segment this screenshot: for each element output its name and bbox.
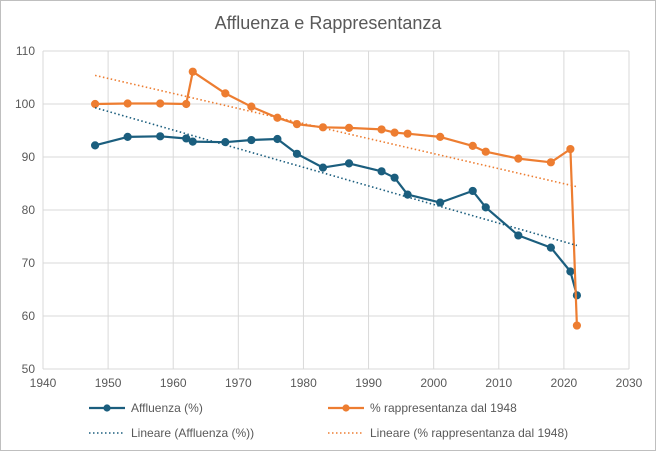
data-point xyxy=(182,99,191,109)
legend-marker xyxy=(342,404,350,412)
data-point xyxy=(481,203,490,212)
legend-marker xyxy=(103,404,111,412)
x-tick-label: 1990 xyxy=(355,376,382,390)
data-point xyxy=(188,137,197,146)
grid xyxy=(42,50,630,370)
axis-labels: 50 60 70 80 90 100 110 1940 1950 1960 1970 1980 1990… xyxy=(15,44,643,390)
data-point xyxy=(344,123,354,132)
legend-label: Lineare (Affluenza (%)) xyxy=(131,426,254,440)
data-point xyxy=(247,135,256,145)
data-point xyxy=(546,243,555,252)
legend-item: % rappresentanza dal 1948 xyxy=(328,401,517,415)
data-point xyxy=(273,113,282,122)
data-point xyxy=(188,67,197,76)
data-point xyxy=(182,134,191,143)
data-point xyxy=(123,132,132,141)
x-tick-label: 2020 xyxy=(551,376,578,390)
y-tick-label: 80 xyxy=(22,203,36,217)
series-line xyxy=(95,70,578,326)
data-point xyxy=(318,123,328,132)
data-point xyxy=(90,141,100,150)
data-point xyxy=(572,321,582,330)
data-point xyxy=(273,134,282,144)
data-point xyxy=(247,102,256,111)
y-tick-label: 110 xyxy=(16,44,35,58)
data-point xyxy=(377,125,386,134)
y-tick-label: 90 xyxy=(22,150,36,164)
y-tick-label: 100 xyxy=(15,97,35,111)
legend-item: Lineare (% rappresentanza dal 1948) xyxy=(328,426,568,440)
legend-label: Lineare (% rappresentanza dal 1948) xyxy=(370,426,568,440)
data-point xyxy=(156,99,165,108)
legend-item: Lineare (Affluenza (%)) xyxy=(89,426,254,440)
data-point xyxy=(390,128,399,137)
data-point xyxy=(221,89,230,98)
data-point xyxy=(468,141,477,150)
data-point xyxy=(123,99,132,108)
trendline xyxy=(94,74,578,188)
data-point xyxy=(292,149,302,158)
y-tick-label: 70 xyxy=(22,256,36,270)
data-point xyxy=(514,154,523,163)
x-tick-label: 1970 xyxy=(225,376,252,390)
data-point xyxy=(318,163,328,172)
data-point xyxy=(90,99,100,109)
x-tick-label: 2010 xyxy=(485,376,512,390)
x-tick-label: 1950 xyxy=(95,376,122,390)
data-point xyxy=(403,190,412,199)
legend-label: Affluenza (%) xyxy=(131,401,203,415)
series-1 xyxy=(90,132,582,300)
data-point xyxy=(344,159,354,168)
legend-item: Affluenza (%) xyxy=(89,401,203,415)
chart-title: Affluenza e Rappresentanza xyxy=(215,13,443,33)
data-point xyxy=(436,132,445,141)
data-point xyxy=(390,173,399,182)
data-point xyxy=(468,186,477,196)
data-point xyxy=(566,144,575,154)
data-point xyxy=(377,167,386,176)
data-point xyxy=(156,132,165,141)
series-layer xyxy=(90,67,582,330)
series-4 xyxy=(94,74,578,188)
series-2 xyxy=(90,67,582,330)
legend-label: % rappresentanza dal 1948 xyxy=(370,401,517,415)
data-point xyxy=(546,158,555,167)
series-line xyxy=(94,135,578,296)
x-tick-label: 1940 xyxy=(30,376,57,390)
y-tick-label: 60 xyxy=(22,309,36,323)
legend: Affluenza (%) % rappresentanza dal 1948 Li… xyxy=(89,401,568,440)
data-point xyxy=(566,267,575,276)
x-tick-label: 1960 xyxy=(160,376,187,390)
data-point xyxy=(481,147,490,156)
x-tick-label: 2000 xyxy=(420,376,447,390)
x-tick-label: 2030 xyxy=(616,376,643,390)
data-point xyxy=(403,129,412,138)
data-point xyxy=(436,198,445,207)
y-tick-label: 50 xyxy=(22,362,36,376)
x-tick-label: 1980 xyxy=(290,376,317,390)
data-point xyxy=(514,231,523,240)
